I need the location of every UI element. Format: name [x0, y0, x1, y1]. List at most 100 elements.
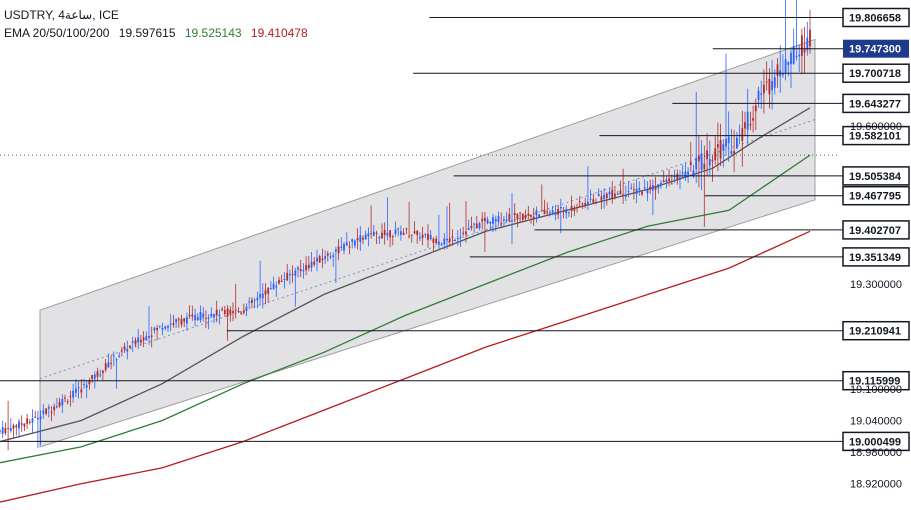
candle-body: [717, 144, 719, 148]
candle-body: [551, 210, 554, 213]
candle-body: [112, 355, 115, 357]
chart-legend: USDTRY, 4ساعة, ICE EMA 20/50/100/200 19.…: [4, 6, 308, 42]
candle-body: [660, 182, 662, 185]
candle-body: [104, 363, 107, 370]
candle-body: [272, 283, 275, 290]
candle-body: [53, 406, 56, 411]
candle-body: [391, 236, 394, 238]
candle-body: [451, 236, 454, 238]
symbol-line: USDTRY, 4ساعة, ICE: [4, 8, 119, 22]
candle-body: [145, 336, 148, 341]
candle-body: [313, 261, 316, 265]
candle-body: [467, 228, 470, 230]
candle-body: [332, 255, 335, 257]
price-axis[interactable]: 18.920000 18.980000 19.040000 19.100000 19.3…: [850, 121, 902, 491]
candle-body: [107, 362, 110, 368]
candle-body: [134, 339, 137, 345]
candle-body: [497, 216, 500, 223]
candle-body: [421, 234, 424, 239]
candle-body: [578, 201, 581, 203]
candle-body: [605, 193, 608, 199]
candle-body: [121, 349, 123, 351]
candle-body: [703, 163, 706, 170]
candle-body: [792, 46, 795, 64]
horizontal-levels[interactable]: 19.806658 19.747300 19.700718 19.643277 19.5…: [0, 7, 910, 452]
candle-body: [730, 150, 733, 155]
candle-body: [538, 214, 540, 218]
candle-body: [809, 29, 811, 47]
candle-body: [310, 261, 313, 268]
candle-body: [763, 84, 765, 94]
candle-body: [752, 118, 754, 121]
candle-body: [26, 418, 28, 424]
candle-body: [129, 345, 131, 348]
candle-body: [698, 155, 700, 162]
candle-body: [459, 236, 462, 238]
candle-body: [511, 220, 513, 222]
candle-body: [205, 318, 207, 320]
candle-body: [706, 150, 708, 160]
candle-body: [172, 323, 175, 326]
candle-body: [199, 312, 202, 321]
candle-body: [58, 401, 61, 407]
candle-body: [307, 264, 310, 269]
candle-body: [427, 233, 429, 240]
trend-channel: [0, 38, 838, 448]
candle-body: [456, 237, 459, 239]
candle-body: [633, 189, 635, 191]
candle-body: [175, 319, 177, 323]
candle-body: [725, 139, 727, 147]
candle-body: [478, 223, 481, 229]
channel-area: [39, 38, 816, 448]
candle-body: [202, 313, 205, 318]
candle-body: [378, 237, 381, 239]
candle-body: [749, 123, 752, 126]
candle-body: [622, 194, 624, 196]
candle-body: [595, 201, 597, 203]
candle-body: [335, 249, 337, 252]
candle-body: [158, 325, 161, 327]
candle-body: [256, 297, 259, 301]
candle-body: [91, 375, 93, 379]
candle-body: [364, 234, 367, 240]
candle-body: [210, 313, 213, 317]
candle-body: [234, 309, 237, 311]
candle-body: [359, 235, 362, 243]
candle-body: [140, 340, 142, 343]
candle-body: [240, 312, 242, 314]
candle-body: [389, 230, 391, 238]
candle-body: [462, 232, 465, 234]
candle-body: [714, 148, 717, 161]
candle-body: [408, 235, 410, 237]
candle-body: [771, 81, 773, 91]
candle-body: [267, 288, 270, 294]
candle-body: [549, 212, 551, 214]
axis-tick-label: 19.100000: [850, 384, 902, 396]
candle-body: [768, 78, 771, 95]
candle-body: [689, 162, 692, 165]
candle-body: [765, 81, 768, 83]
candle-body: [736, 137, 738, 149]
candle-body: [611, 189, 614, 198]
candle-body: [494, 218, 497, 222]
current-price-box: [843, 39, 909, 58]
candle-body: [291, 273, 294, 275]
candle-body: [156, 328, 158, 331]
candle-body: [34, 416, 37, 418]
candle-body: [370, 233, 372, 235]
candle-body: [302, 270, 305, 272]
candle-body: [367, 233, 370, 237]
candle-body: [12, 425, 15, 429]
candle-body: [253, 299, 256, 301]
candle-body: [148, 336, 150, 338]
candle-body: [616, 193, 619, 195]
candle-body: [161, 327, 164, 330]
candle-body: [557, 208, 559, 215]
candle-body: [150, 335, 153, 337]
candle-body: [348, 246, 351, 248]
candle-body: [435, 238, 438, 244]
candle-body: [692, 170, 695, 177]
candle-body: [39, 416, 42, 420]
candle-body: [757, 90, 760, 101]
